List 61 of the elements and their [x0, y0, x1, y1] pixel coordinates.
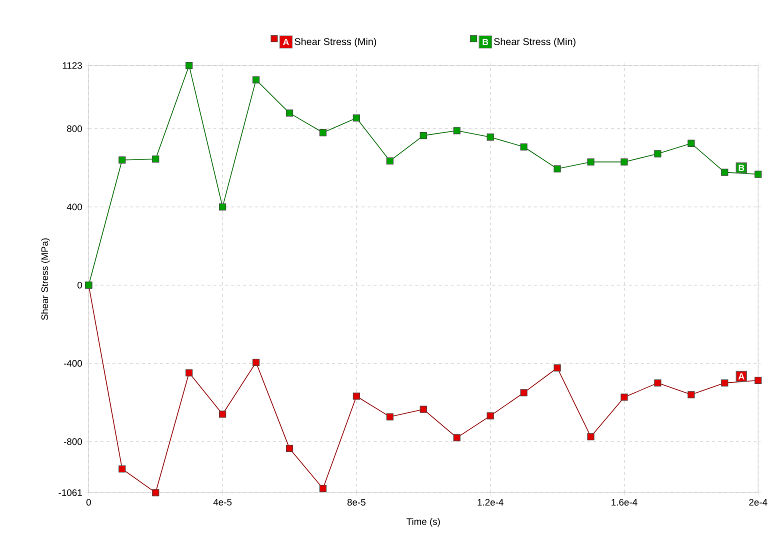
point [554, 165, 561, 172]
point [352, 114, 360, 122]
y-tick-label: -400 [64, 360, 82, 367]
point [721, 379, 728, 386]
point [453, 434, 460, 442]
annotation: A [738, 373, 744, 380]
y-tick-label: 0 [78, 282, 82, 288]
y-tick-label: -800 [64, 438, 82, 445]
x-tick-label: 0 [86, 498, 91, 506]
point [420, 406, 427, 413]
x-axis-title: Time (s) [406, 518, 440, 527]
x-tick-label: 4e-5 [213, 498, 232, 506]
point [386, 157, 394, 164]
point [286, 444, 294, 452]
point [352, 392, 360, 400]
point [486, 412, 494, 420]
point [721, 168, 728, 176]
legend-label: Shear Stress (Min) [494, 38, 576, 47]
point [118, 156, 126, 164]
point [152, 488, 160, 496]
point [286, 109, 294, 117]
point [486, 133, 494, 141]
point [420, 132, 427, 140]
point [186, 62, 193, 70]
point [688, 391, 695, 398]
point [587, 158, 594, 166]
point [152, 155, 160, 163]
x-tick-label: 2e-4 [749, 498, 768, 506]
point [554, 364, 561, 372]
point [319, 484, 327, 492]
x-tick-label: 1.2e-4 [478, 498, 504, 506]
y-tick-label: 1123 [62, 62, 82, 69]
point [654, 150, 662, 158]
point [654, 379, 662, 386]
point [520, 143, 528, 150]
y-tick-label: 800 [67, 125, 82, 132]
y-axis-title: Shear Stress (MPa) [41, 238, 50, 320]
point [319, 128, 327, 136]
x-tick-label: 8e-5 [347, 498, 366, 506]
point [218, 203, 226, 210]
text: A [283, 38, 289, 45]
point [587, 433, 594, 440]
point [688, 140, 695, 147]
point [118, 465, 126, 472]
legend-label: Shear Stress (Min) [294, 38, 376, 47]
point [520, 389, 528, 396]
point [252, 358, 260, 366]
point [252, 76, 260, 84]
y-tick-label: -1061 [58, 489, 82, 496]
point [754, 376, 762, 384]
y-tick-label: 400 [66, 204, 82, 210]
point [186, 369, 193, 376]
point [453, 126, 460, 134]
point [620, 158, 628, 166]
point [620, 394, 628, 401]
point [754, 170, 762, 178]
point [386, 413, 394, 420]
x-tick-label: 1.6e-4 [612, 498, 638, 506]
point [218, 410, 226, 418]
text: B [482, 38, 488, 45]
annotation: B [738, 164, 744, 171]
